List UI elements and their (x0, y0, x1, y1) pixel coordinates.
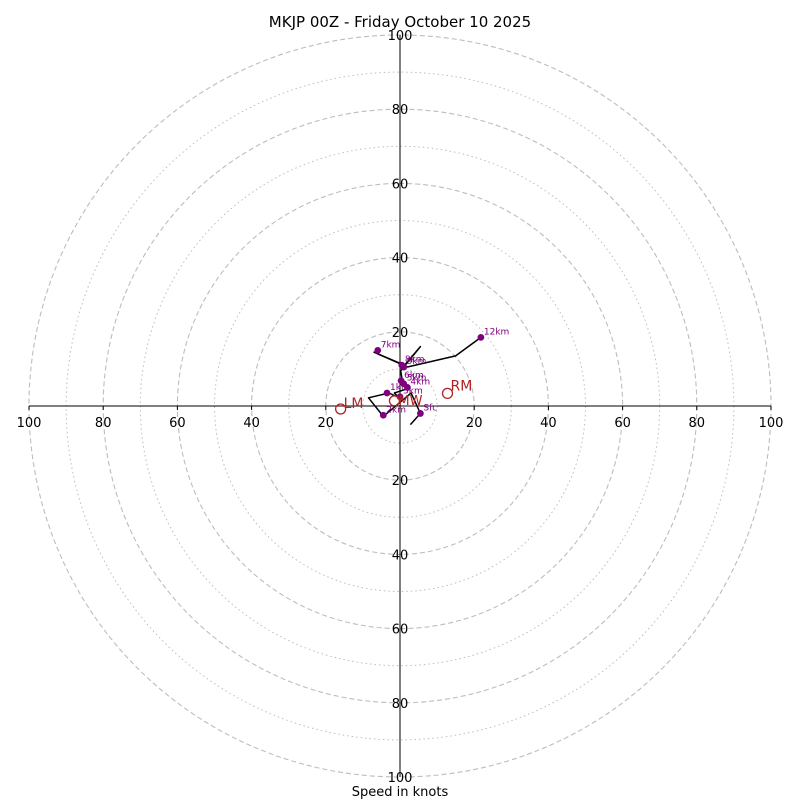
y-tick-label: 80 (392, 103, 409, 118)
x-tick-label: 40 (540, 416, 557, 431)
x-tick-label: 80 (689, 416, 706, 431)
x-tick-label: 20 (318, 416, 335, 431)
height-label-3km: 3km (403, 387, 423, 397)
axes (29, 35, 771, 777)
y-tick-label: 100 (388, 771, 413, 786)
storm-label-RM: RM (450, 378, 472, 394)
y-tick-label: 20 (392, 474, 409, 489)
height-point-12km (477, 333, 485, 341)
height-label-6km: 6km (404, 371, 424, 381)
axis-ticks: 100 100 80 80 60 60 40 40 20 20 20 20 40 40 60 60 80 80 10… (17, 29, 784, 786)
height-label-8km: 8km (405, 355, 425, 365)
x-tick-label: 80 (95, 416, 112, 431)
storm-marker-LM (334, 403, 347, 415)
height-label-7km: 7km (381, 340, 401, 350)
storm-label-MW: MW (398, 394, 422, 409)
x-axis-label: Speed in knots (352, 785, 449, 800)
height-label-2km: 2km (386, 405, 406, 415)
y-tick-label: 100 (388, 29, 413, 44)
chart-title: MKJP 00Z - Friday October 10 2025 (269, 13, 531, 31)
y-tick-label: 80 (392, 697, 409, 712)
height-label-9km: 9km (407, 357, 427, 367)
y-tick-label: 40 (392, 548, 409, 563)
storm-motions: RM LM MW (334, 378, 472, 415)
storm-marker-RM (441, 387, 454, 400)
y-tick-label: 20 (392, 326, 409, 341)
height-point-Sfc (417, 410, 424, 417)
height-label-12km: 12km (484, 327, 509, 337)
height-label-4km: 4km (410, 377, 430, 387)
y-tick-label: 60 (392, 623, 409, 638)
height-point-2km (379, 411, 387, 419)
x-tick-label: 100 (17, 416, 42, 431)
x-tick-label: 100 (759, 416, 784, 431)
y-tick-label: 40 (392, 252, 409, 267)
height-point-9km (400, 363, 408, 371)
height-label-1km: 1km (390, 383, 410, 393)
height-label-5km: 5km (407, 374, 427, 384)
height-point-1km (383, 389, 391, 397)
x-tick-label: 40 (243, 416, 260, 431)
x-tick-label: 60 (614, 416, 631, 431)
height-point-7km (374, 346, 382, 354)
x-tick-label: 60 (169, 416, 186, 431)
storm-label-LM: LM (344, 396, 364, 412)
storm-marker-MW (388, 395, 401, 407)
height-point-6km (397, 377, 405, 385)
height-label-Sfc: Sfc (423, 403, 437, 413)
x-tick-label: 20 (466, 416, 483, 431)
y-tick-label: 60 (392, 177, 409, 192)
